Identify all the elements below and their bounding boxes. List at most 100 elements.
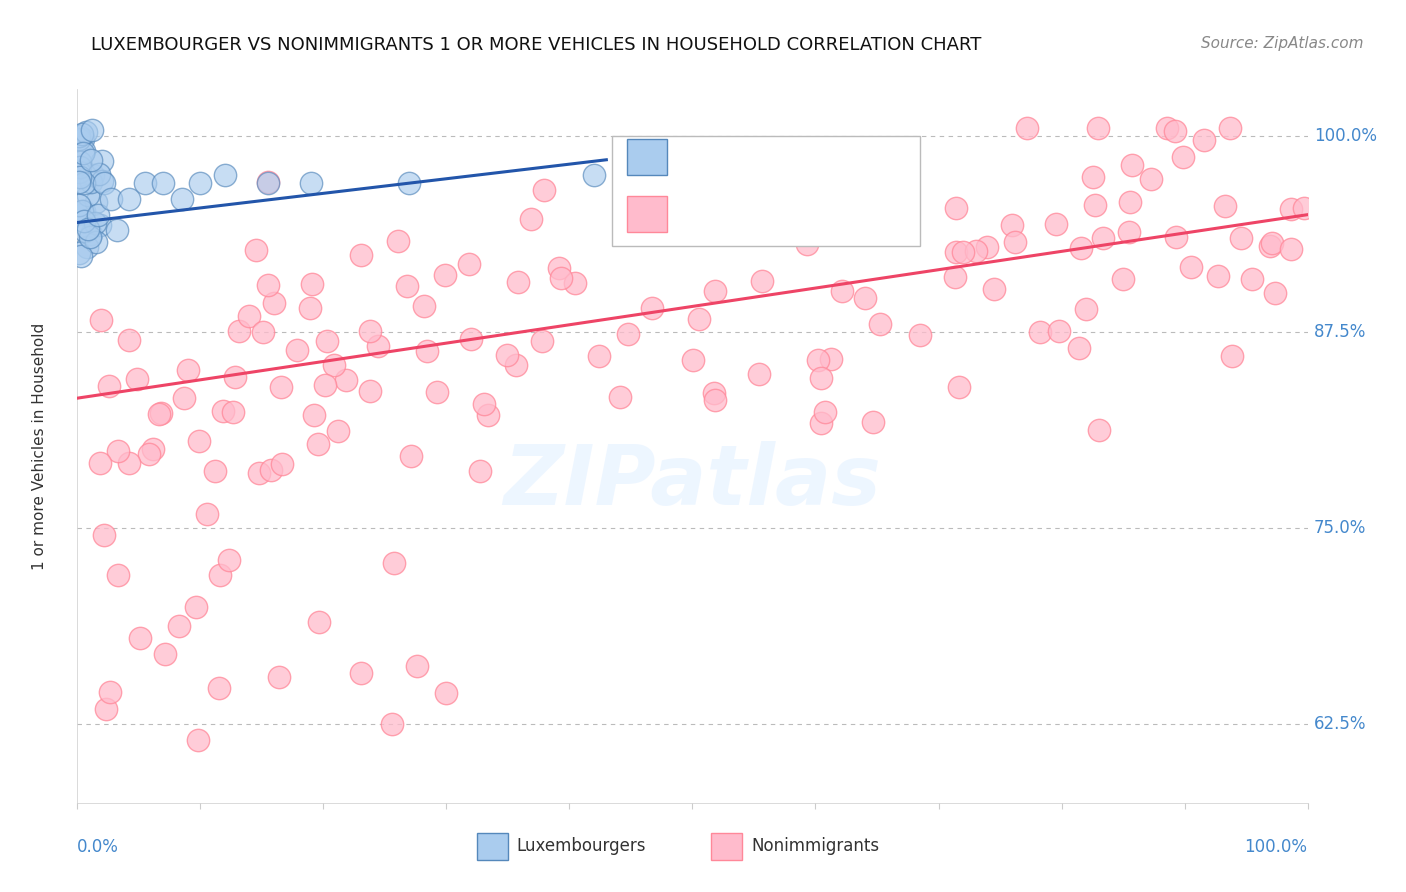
Point — [98, 379, 121, 393]
Point — [1045, 217, 1067, 231]
Point — [129, 631, 152, 645]
Point — [381, 717, 404, 731]
Point — [107, 443, 129, 458]
Point — [530, 334, 553, 348]
Point — [69, 160, 91, 174]
Point — [533, 183, 555, 197]
Point — [134, 176, 156, 190]
Point — [359, 324, 381, 338]
Point — [138, 447, 160, 461]
FancyBboxPatch shape — [627, 196, 666, 232]
Point — [77, 187, 100, 202]
Point — [350, 665, 373, 680]
Point — [810, 417, 832, 431]
Point — [298, 301, 321, 316]
Point — [118, 192, 141, 206]
Point — [89, 167, 111, 181]
Point — [416, 343, 439, 358]
Point — [811, 159, 834, 173]
Text: 0.426: 0.426 — [733, 148, 789, 166]
FancyBboxPatch shape — [711, 833, 742, 860]
Point — [1074, 302, 1097, 317]
Point — [1264, 285, 1286, 300]
Point — [859, 172, 882, 186]
Point — [1220, 349, 1243, 363]
Point — [211, 404, 233, 418]
Point — [118, 457, 141, 471]
Point — [367, 339, 389, 353]
Point — [1139, 172, 1161, 186]
Point — [308, 615, 330, 630]
Point — [228, 324, 250, 338]
Point — [869, 317, 891, 331]
Point — [75, 125, 97, 139]
Text: 100.0%: 100.0% — [1313, 128, 1376, 145]
Point — [976, 239, 998, 253]
Point — [98, 685, 121, 699]
Point — [630, 184, 652, 198]
Point — [214, 169, 236, 183]
Point — [252, 325, 274, 339]
Point — [107, 568, 129, 582]
Text: ZIPatlas: ZIPatlas — [503, 442, 882, 522]
Point — [682, 353, 704, 368]
Point — [1047, 324, 1070, 338]
Point — [186, 599, 208, 614]
Point — [426, 385, 449, 400]
Text: Source: ZipAtlas.com: Source: ZipAtlas.com — [1201, 36, 1364, 51]
Point — [76, 222, 98, 236]
Point — [177, 363, 200, 377]
FancyBboxPatch shape — [477, 833, 508, 860]
Point — [1208, 268, 1230, 283]
Point — [945, 245, 967, 260]
Point — [688, 311, 710, 326]
Point — [67, 175, 90, 189]
Point — [657, 206, 679, 220]
Point — [167, 619, 190, 633]
Point — [67, 132, 90, 146]
Point — [748, 367, 770, 381]
Point — [73, 145, 96, 159]
Point — [413, 299, 436, 313]
Point — [616, 326, 638, 341]
Point — [477, 408, 499, 422]
Point — [831, 285, 853, 299]
Text: 156: 156 — [862, 205, 900, 223]
Point — [93, 527, 115, 541]
Text: 52: 52 — [862, 148, 887, 166]
Point — [335, 373, 357, 387]
Text: 1 or more Vehicles in Household: 1 or more Vehicles in Household — [31, 322, 46, 570]
Point — [1213, 198, 1236, 212]
Point — [207, 681, 229, 696]
Point — [703, 393, 725, 408]
Point — [91, 174, 114, 188]
Point — [247, 466, 270, 480]
Point — [96, 702, 118, 716]
Point — [82, 168, 104, 182]
Point — [73, 176, 96, 190]
Text: 0.260: 0.260 — [733, 205, 789, 223]
Point — [807, 352, 830, 367]
Point — [84, 194, 107, 209]
Point — [245, 243, 267, 257]
Point — [80, 227, 103, 242]
Point — [820, 351, 842, 366]
Point — [952, 245, 974, 260]
Point — [204, 464, 226, 478]
Point — [67, 205, 90, 219]
Point — [1294, 201, 1316, 215]
Point — [796, 237, 818, 252]
Point — [1164, 124, 1187, 138]
Point — [301, 277, 323, 291]
Point — [73, 204, 96, 219]
Point — [270, 380, 292, 394]
Point — [387, 234, 409, 248]
Point — [583, 169, 606, 183]
Point — [314, 377, 336, 392]
Text: Nonimmigrants: Nonimmigrants — [752, 838, 880, 855]
Point — [853, 291, 876, 305]
Point — [359, 384, 381, 398]
Text: 0.0%: 0.0% — [77, 838, 120, 856]
Point — [173, 391, 195, 405]
Point — [1219, 121, 1241, 136]
